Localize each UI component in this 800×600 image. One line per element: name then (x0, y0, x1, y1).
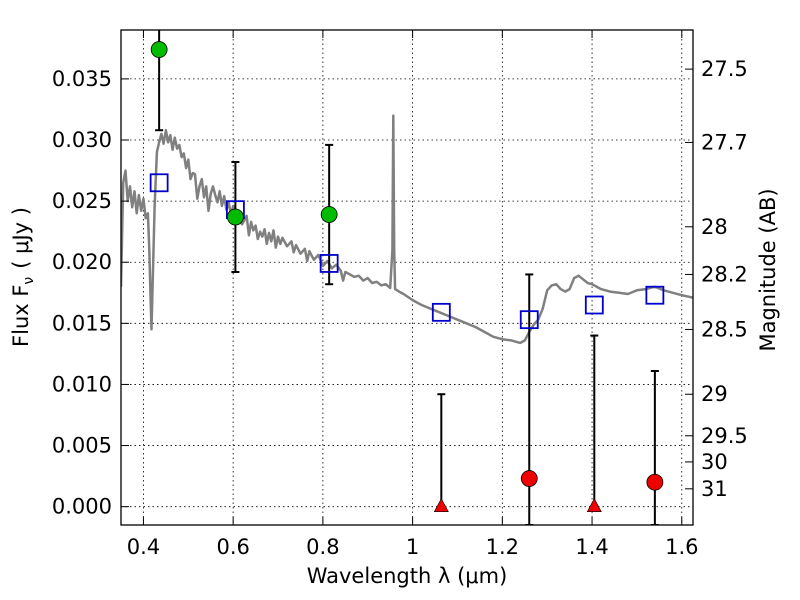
right-tick-label: 28.5 (701, 317, 748, 341)
right-tick-label: 28.2 (701, 262, 748, 286)
non-detection-point (520, 470, 538, 487)
observed-photometry-points (150, 41, 664, 512)
y-tick-label: 0.010 (52, 372, 112, 396)
model-photometry-square (584, 295, 604, 315)
y-tick-label: 0.020 (52, 250, 112, 274)
model-photometry-square (149, 173, 169, 193)
upper-limit-triangle (586, 498, 602, 512)
x-tick-label: 1.6 (665, 535, 698, 559)
y-axis-title-main: Flux F (9, 285, 33, 347)
right-axis-title: Magnitude (AB) (756, 188, 780, 351)
y-tick-label: 0.005 (52, 434, 112, 458)
right-tick-label: 29 (701, 382, 728, 406)
x-axis-ticks: 0.4 0.6 0.8 1 1.2 1.4 1.6 (127, 30, 698, 559)
y-axis-ticks: 0.000 0.005 0.010 0.015 0.020 0.025 0.030 0.035 (52, 67, 129, 519)
x-axis-title: Wavelength λ (μm) (307, 564, 508, 588)
error-bars (155, 30, 659, 525)
plot-area (121, 30, 693, 525)
non-detection-point (646, 473, 664, 491)
x-tick-label: 0.8 (306, 535, 339, 559)
x-tick-label: 0.6 (216, 535, 249, 559)
detection-point (150, 41, 168, 58)
y-axis-title-unit: ( μJy ) (9, 207, 33, 269)
model-photometry-points (149, 173, 665, 330)
detection-point (226, 208, 244, 226)
model-spectrum-line (121, 114, 693, 345)
right-axis-ticks: 27.5 27.7 28 28.2 28.5 29 29.530 31 (685, 57, 748, 501)
model-photometry-square (431, 302, 451, 322)
y-tick-label: 0.035 (52, 67, 112, 91)
right-tick-label: 31 (701, 477, 728, 501)
x-tick-label: 1 (406, 535, 419, 559)
right-tick-label: 27.7 (701, 130, 748, 154)
y-axis-title-subscript: ν (21, 277, 37, 285)
y-tick-label: 0.015 (52, 311, 112, 335)
model-photometry-square (645, 285, 665, 305)
detection-point (320, 206, 338, 223)
y-tick-label: 0.025 (52, 189, 112, 213)
upper-limit-triangle (433, 498, 449, 512)
y-axis-title: Flux Fν ( μJy ) (9, 207, 37, 347)
right-tick-label: 29.5 (701, 424, 748, 448)
grid-lines (121, 30, 693, 525)
right-tick-label: 30 (701, 450, 728, 474)
y-tick-label: 0.000 (52, 495, 112, 519)
x-tick-label: 0.4 (127, 535, 160, 559)
y-tick-label: 0.030 (52, 128, 112, 152)
right-tick-label: 27.5 (701, 57, 748, 81)
x-tick-label: 1.2 (486, 535, 519, 559)
model-photometry-square (319, 254, 339, 273)
model-photometry-square (519, 310, 539, 330)
right-tick-label: 28 (701, 215, 728, 239)
plot-frame (120, 29, 694, 526)
x-tick-label: 1.4 (575, 535, 608, 559)
